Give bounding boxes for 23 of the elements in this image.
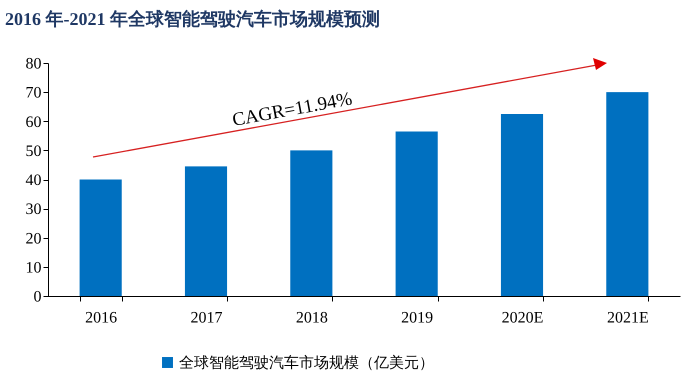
x-tick-label: 2018 <box>296 310 328 326</box>
y-tick-label: 80 <box>26 56 42 72</box>
x-tick-label: 2020E <box>502 310 544 326</box>
bar <box>606 92 648 296</box>
y-tick-label: 40 <box>26 172 42 189</box>
x-tick-label: 2016 <box>85 310 118 326</box>
y-tick-label: 10 <box>26 259 42 276</box>
y-tick-label: 70 <box>26 84 42 102</box>
bar <box>290 150 332 296</box>
y-tick-label: 50 <box>26 142 42 160</box>
bar <box>184 166 228 296</box>
y-tick-label: 60 <box>26 114 42 131</box>
x-tick-label: 2019 <box>401 310 434 326</box>
x-tick-label: 2021E <box>606 310 649 326</box>
legend-label: 全球智能驾驶汽车市场规模（亿美元） <box>179 354 434 372</box>
bar <box>500 114 544 296</box>
y-tick-label: 0 <box>34 288 42 306</box>
y-tick-label: 30 <box>26 201 42 218</box>
bar <box>396 131 438 296</box>
x-tick-label: 2017 <box>190 310 222 326</box>
chart-title: 2016 年-2021 年全球智能驾驶汽车市场规模预测 <box>5 9 380 29</box>
bar <box>80 180 122 296</box>
y-tick-label: 20 <box>26 230 42 248</box>
